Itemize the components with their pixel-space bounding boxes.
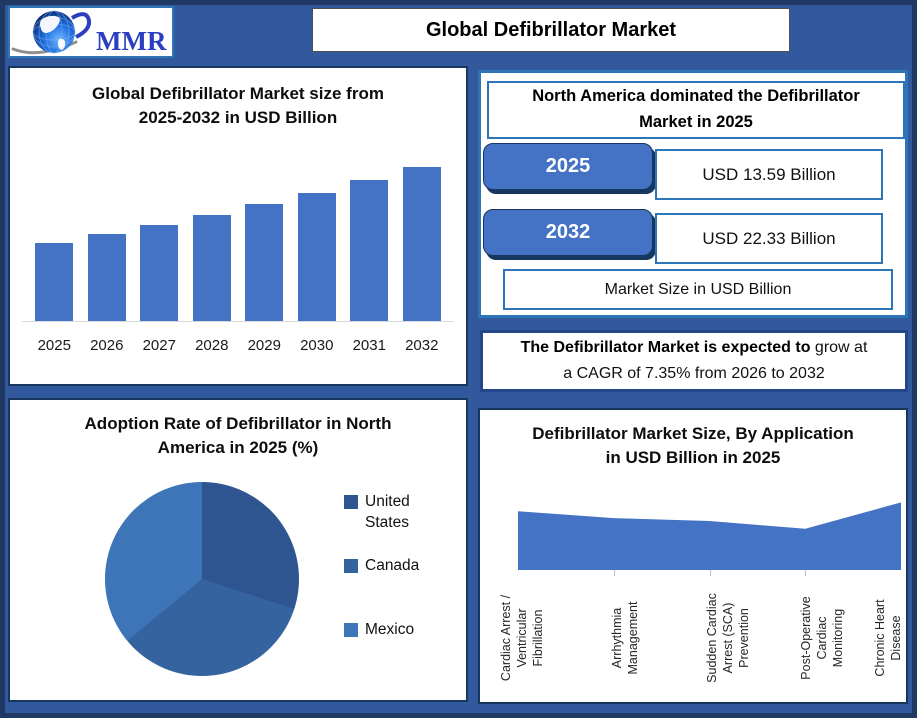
logo-text: MMR xyxy=(96,26,167,56)
bar-x-label: 2031 xyxy=(352,337,386,354)
bar-x-label: 2026 xyxy=(90,337,124,354)
north-america-panel: North America dominated the Defibrillato… xyxy=(478,70,908,318)
page-title: Global Defibrillator Market xyxy=(312,8,790,52)
bar-slot xyxy=(133,126,186,322)
bar-x-label: 2032 xyxy=(405,337,439,354)
bar-chart-x-axis xyxy=(22,321,454,322)
area-x-label: Arrhythmia Management xyxy=(600,578,650,698)
area-x-label-text: Post-Operative Cardiac Monitoring xyxy=(799,596,845,680)
bar-chart-plot xyxy=(28,126,448,322)
area-x-label-text: Cardiac Arrest / Ventricular Fibrillatio… xyxy=(499,594,545,682)
area-series xyxy=(518,502,901,570)
bar-2026 xyxy=(87,234,126,322)
pie-chart-title: Adoption Rate of Defibrillator in North … xyxy=(84,414,392,457)
x-axis-tick xyxy=(614,570,615,576)
area-x-label: Cardiac Arrest / Ventricular Fibrillatio… xyxy=(497,578,547,698)
bar-x-label: 2030 xyxy=(300,337,334,354)
cagr-note-normal: grow at xyxy=(810,339,868,357)
bar-chart-x-labels: 2025 2026 2027 2028 2029 2030 2031 2032 xyxy=(28,337,448,354)
bar-slot xyxy=(291,126,344,322)
mmr-logo: MMR xyxy=(11,10,167,56)
value-box-2032: USD 22.33 Billion xyxy=(655,213,883,264)
area-x-label-text: Arrhythmia Management xyxy=(610,601,640,675)
cagr-note: The Defibrillator Market is expected to … xyxy=(480,330,908,392)
area-x-label-text: Sudden Cardiac Arrest (SCA) Prevention xyxy=(705,593,751,683)
bar-chart-title: Global Defibrillator Market size from 20… xyxy=(92,84,384,127)
bar-slot xyxy=(396,126,449,322)
area-chart-title: Defibrillator Market Size, By Applicatio… xyxy=(532,424,854,467)
bar-2025 xyxy=(35,243,74,322)
bar-slot xyxy=(81,126,134,322)
cagr-note-text: The Defibrillator Market is expected to … xyxy=(521,335,868,386)
area-chart-plot xyxy=(518,502,901,570)
bar-2031 xyxy=(350,180,389,322)
value-box-2025: USD 13.59 Billion xyxy=(655,149,883,200)
continent-north-america xyxy=(40,15,60,33)
legend-swatch xyxy=(344,623,358,637)
mmr-logo-box: MMR xyxy=(8,6,174,58)
swoosh-blue xyxy=(70,12,92,39)
legend-item-canada: Canada xyxy=(344,556,448,577)
area-x-label-text: Chronic Heart Disease xyxy=(873,599,903,677)
bar-slot xyxy=(186,126,239,322)
bar-x-label: 2028 xyxy=(195,337,229,354)
legend-swatch xyxy=(344,495,358,509)
cagr-note-bold: The Defibrillator Market is expected to xyxy=(520,339,811,357)
area-x-label: Chronic Heart Disease xyxy=(863,578,906,698)
north-america-heading: North America dominated the Defibrillato… xyxy=(487,81,905,139)
bar-slot xyxy=(238,126,291,322)
bar-x-label: 2025 xyxy=(37,337,71,354)
bar-2028 xyxy=(192,215,231,322)
bar-x-label: 2029 xyxy=(247,337,281,354)
year-pill-2025: 2025 xyxy=(483,143,653,190)
legend-label: Canada xyxy=(365,557,420,574)
x-axis-tick xyxy=(805,570,806,576)
legend-label: Mexico xyxy=(365,621,415,638)
pie-chart-panel: Adoption Rate of Defibrillator in North … xyxy=(8,398,468,702)
area-chart-panel: Defibrillator Market Size, By Applicatio… xyxy=(478,408,908,704)
bar-2030 xyxy=(297,193,336,322)
area-x-label: Sudden Cardiac Arrest (SCA) Prevention xyxy=(703,578,753,698)
year-pill-2032: 2032 xyxy=(483,209,653,256)
bar-chart-panel: Global Defibrillator Market size from 20… xyxy=(8,66,468,386)
legend-item-mexico: Mexico xyxy=(344,620,448,641)
x-axis-tick xyxy=(710,570,711,576)
bar-slot xyxy=(28,126,81,322)
bar-2032 xyxy=(402,167,441,322)
bar-2029 xyxy=(245,204,284,322)
bar-2027 xyxy=(140,225,179,322)
bar-slot xyxy=(343,126,396,322)
legend-label: United States xyxy=(365,493,410,531)
market-size-unit-box: Market Size in USD Billion xyxy=(503,269,893,310)
bar-x-label: 2027 xyxy=(142,337,176,354)
legend-item-united-states: United States xyxy=(344,492,448,534)
area-x-label: Post-Operative Cardiac Monitoring xyxy=(797,578,847,698)
cagr-note-line2: a CAGR of 7.35% from 2026 to 2032 xyxy=(563,365,825,382)
continent-south-america xyxy=(58,38,66,50)
legend-swatch xyxy=(344,559,358,573)
pie-chart xyxy=(105,482,299,676)
